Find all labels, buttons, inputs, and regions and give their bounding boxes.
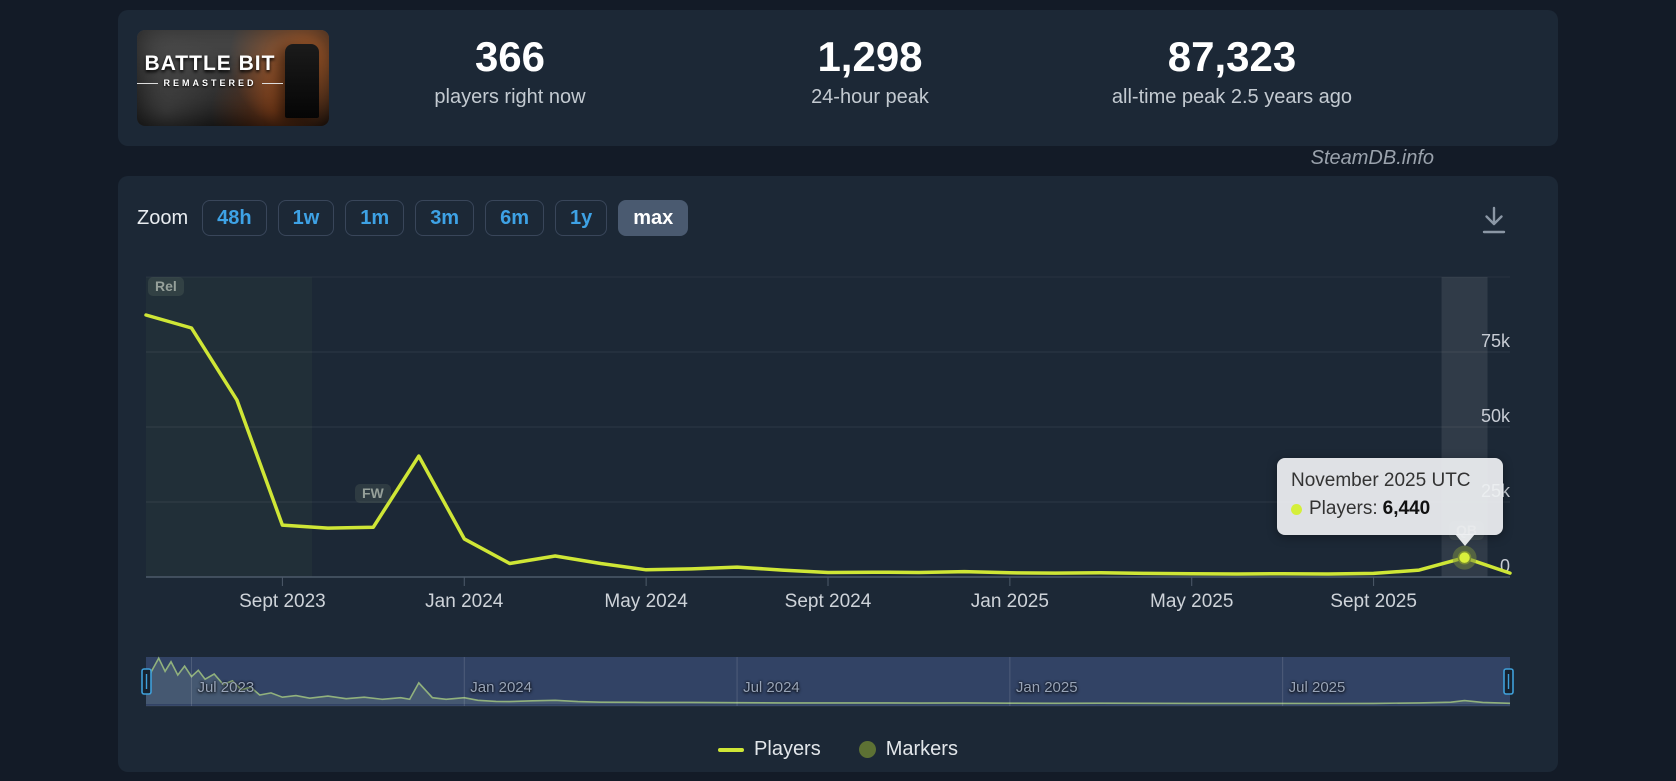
range-button-1y[interactable]: 1y <box>555 200 608 236</box>
legend-label: Markers <box>885 738 958 760</box>
range-button-6m[interactable]: 6m <box>485 200 544 236</box>
x-axis-label: Sept 2025 <box>1330 591 1417 612</box>
chart-legend: Players Markers <box>118 738 1558 761</box>
y-axis-label: 75k <box>1481 331 1511 351</box>
navigator-line <box>145 656 1511 705</box>
x-axis-label: May 2024 <box>604 591 688 612</box>
hovered-marker-dot[interactable] <box>1457 550 1472 565</box>
stat-label: players right now <box>434 86 586 109</box>
download-icon[interactable] <box>1476 202 1512 240</box>
range-button-max[interactable]: max <box>618 200 689 236</box>
zoom-toolbar: Zoom 48h 1w 1m 3m 6m 1y max <box>137 200 689 236</box>
legend-item-players[interactable]: Players <box>718 738 821 761</box>
navigator-label: Jan 2024 <box>470 679 532 696</box>
navigator-area <box>146 658 1510 704</box>
steamdb-watermark: SteamDB.info <box>1310 147 1434 169</box>
soldier-art <box>285 44 319 118</box>
game-title: BATTLE BIT <box>144 52 276 75</box>
navigator-label: Jul 2024 <box>743 679 800 696</box>
navigator-label: Jan 2025 <box>1015 679 1078 696</box>
release-plot-band <box>146 277 312 577</box>
range-button-48h[interactable]: 48h <box>202 200 267 236</box>
x-axis-label: Jan 2024 <box>425 591 504 612</box>
legend-item-markers[interactable]: Markers <box>858 738 958 761</box>
tooltip-arrow <box>1455 534 1475 546</box>
range-button-3m[interactable]: 3m <box>415 200 475 236</box>
stat-value: 366 <box>474 33 546 80</box>
players-line <box>144 313 1512 576</box>
zoom-label: Zoom <box>137 206 189 229</box>
range-button-1w[interactable]: 1w <box>277 200 335 236</box>
players-chart[interactable]: Sept 2023 Jan 2024 May 2024 Sept 2024 Jan 20… <box>118 176 1558 772</box>
navigator-label: Jul 2025 <box>1288 679 1346 696</box>
game-subtitle: REMASTERED <box>137 78 283 88</box>
marker-pill-fw[interactable]: FW <box>355 484 391 503</box>
stat-label: all-time peak 2.5 years ago <box>1111 86 1353 109</box>
x-axis-label: May 2025 <box>1150 591 1233 612</box>
y-axis-label: 0 <box>1500 556 1510 576</box>
x-axis-label: Jan 2025 <box>971 591 1049 612</box>
stat-players-now: 366 players right now <box>360 33 660 109</box>
range-button-1m[interactable]: 1m <box>345 200 405 236</box>
stats-header-panel: BATTLE BIT REMASTERED 366 players right … <box>118 10 1558 146</box>
chart-panel: Zoom 48h 1w 1m 3m 6m 1y max Sept 2023 Jan 2024 M… <box>118 176 1558 772</box>
stat-value: 1,298 <box>817 33 923 80</box>
tooltip-value: 6,440 <box>1382 498 1431 519</box>
navigator-selected-range[interactable] <box>146 657 1510 706</box>
tooltip-series-label: Players: <box>1309 498 1378 519</box>
navigator-label: Jul 2023 <box>197 679 255 696</box>
chart-tooltip: November 2025 UTC Players: 6,440 <box>1277 458 1503 546</box>
x-axis-label: Sept 2023 <box>239 591 326 612</box>
legend-swatch-line <box>718 747 745 752</box>
legend-swatch-circle <box>858 741 876 758</box>
tooltip-series-dot <box>1291 503 1302 515</box>
stat-label: 24-hour peak <box>811 86 929 109</box>
stat-value: 87,323 <box>1167 33 1297 80</box>
game-capsule-image[interactable]: BATTLE BIT REMASTERED <box>137 30 329 126</box>
range-button-group: 48h 1w 1m 3m 6m 1y max <box>202 200 689 236</box>
stat-24h-peak: 1,298 24-hour peak <box>720 33 1020 109</box>
legend-label: Players <box>754 738 821 760</box>
tooltip-date: November 2025 UTC <box>1291 470 1471 491</box>
marker-pill-rel[interactable]: Rel <box>148 277 184 296</box>
stat-alltime-peak: 87,323 all-time peak 2.5 years ago <box>1052 33 1412 109</box>
x-axis-label: Sept 2024 <box>785 591 872 612</box>
y-axis-label: 50k <box>1481 406 1511 426</box>
